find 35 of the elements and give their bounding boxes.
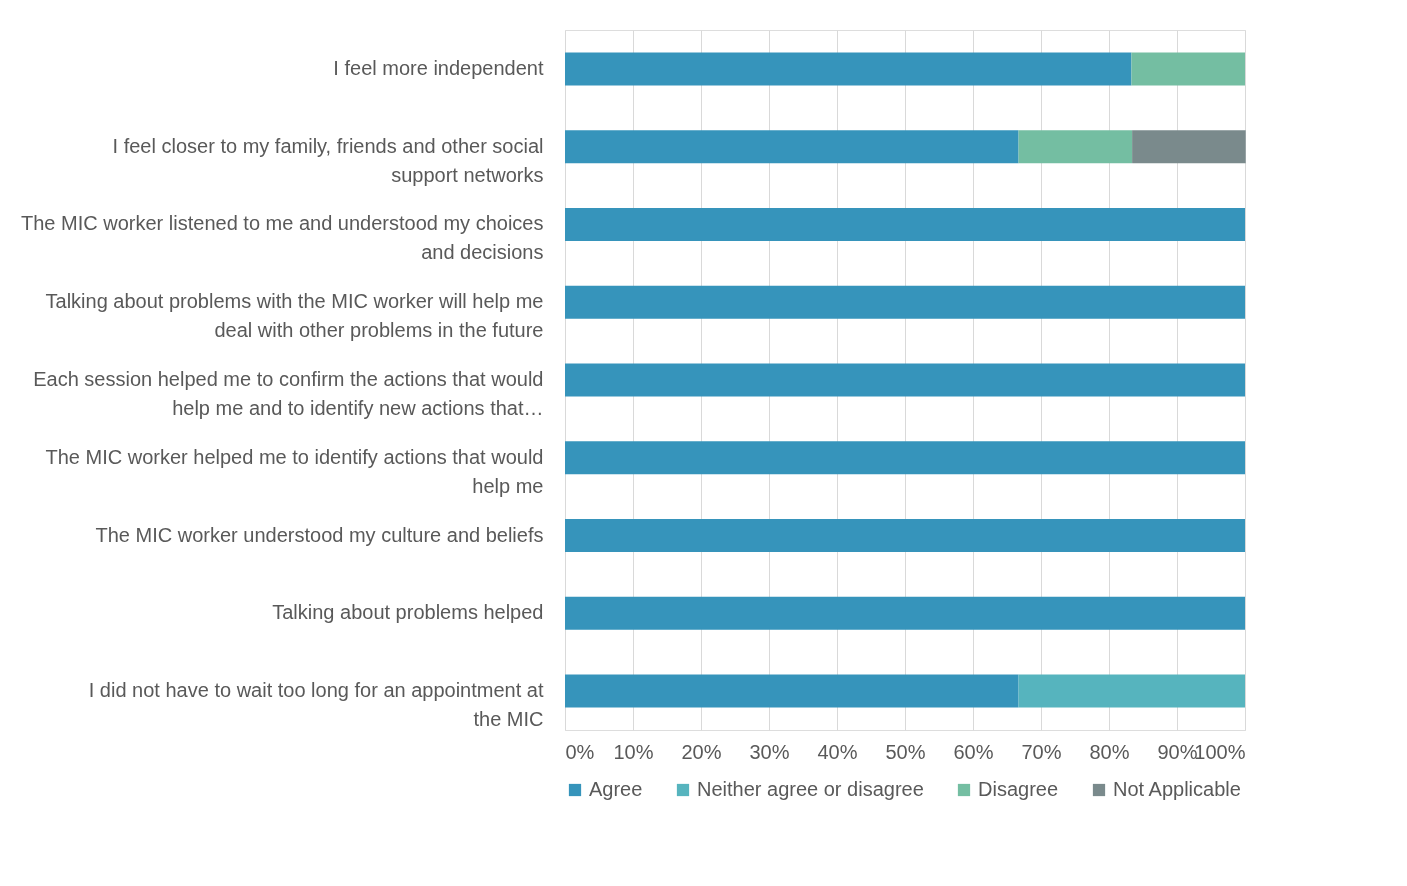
bar [565, 674, 1019, 708]
bar [565, 441, 1245, 475]
legend-label: Agree [589, 778, 643, 800]
x-tick-label: 80% [1089, 740, 1130, 763]
y-tick-label: I feel closer to my family, friends and other social support networks [112, 134, 544, 186]
y-tick-label: Each session helped me to confirm the actions that would help me and to identify new actions that… [33, 368, 544, 419]
bar [565, 363, 1245, 397]
legend-label: Not Applicable [1113, 778, 1241, 800]
bar [565, 130, 1019, 164]
y-tick-label: Talking about problems with the MIC worker will help me deal with other problems in the future [45, 290, 544, 342]
bar [565, 519, 1245, 553]
bar [565, 52, 1132, 86]
y-tick-label: The MIC worker listened to me and understood my choices and decisions [21, 212, 544, 264]
x-tick-label: 50% [885, 740, 926, 763]
y-tick-label: The MIC worker helped me to identify actions that would help me [45, 445, 544, 497]
x-tick-label: 30% [749, 740, 790, 763]
bar [1131, 52, 1245, 86]
x-tick-label: 60% [953, 740, 994, 763]
bar [1132, 130, 1246, 164]
x-tick-label: 70% [1021, 740, 1062, 763]
bar [565, 596, 1245, 630]
y-tick-label: Talking about problems helped [272, 601, 544, 624]
x-tick-label: 40% [817, 740, 858, 763]
bar [1018, 674, 1245, 708]
x-tick-label: 20% [681, 740, 722, 763]
y-tick-label: I did not have to wait too long for an appointment at the MIC [88, 679, 544, 731]
y-tick-label: I feel more independent [333, 56, 544, 79]
bar [565, 285, 1245, 319]
x-tick-label: 0% [565, 740, 595, 763]
legend-label: Disagree [978, 778, 1059, 800]
legend-label: Neither agree or disagree [697, 778, 924, 800]
bar [565, 207, 1245, 241]
bar [1018, 130, 1133, 164]
y-tick-label: The MIC worker understood my culture and beliefs [95, 523, 544, 546]
x-tick-label: 10% [613, 740, 654, 763]
